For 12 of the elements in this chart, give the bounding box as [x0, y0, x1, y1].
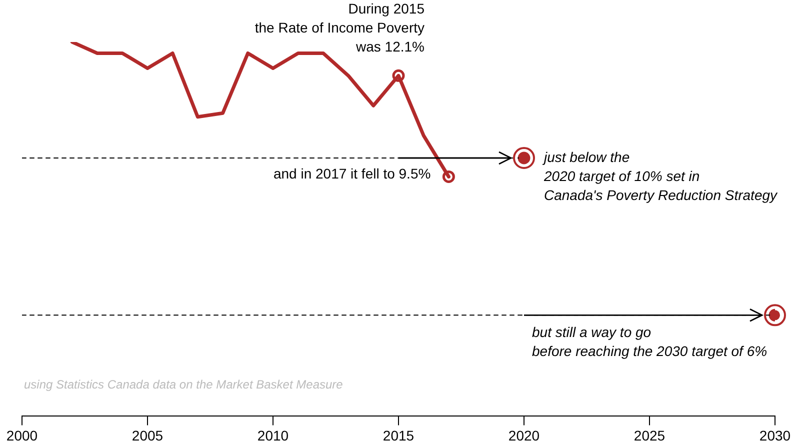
x-tick-label: 2025 [634, 427, 666, 444]
x-tick-label: 2000 [6, 427, 38, 444]
x-tick-label: 2015 [382, 427, 414, 444]
annotation: using Statistics Canada data on the Market Basket Measure [24, 377, 344, 392]
annotation: but still a way to go before reaching the 2030 target of 6% [532, 324, 768, 360]
annotation: just below the 2020 target of 10% set in Canada's Poverty Reduction Strategy [542, 148, 778, 203]
x-tick-label: 2030 [759, 427, 791, 444]
annotation: and in 2017 it fell to 9.5% [273, 166, 431, 182]
x-tick-label: 2005 [132, 427, 164, 444]
x-tick-label: 2010 [257, 427, 289, 444]
annotation: During 2015 the Rate of Income Poverty was 12.1% [254, 0, 425, 55]
x-tick-label: 2020 [508, 427, 540, 444]
